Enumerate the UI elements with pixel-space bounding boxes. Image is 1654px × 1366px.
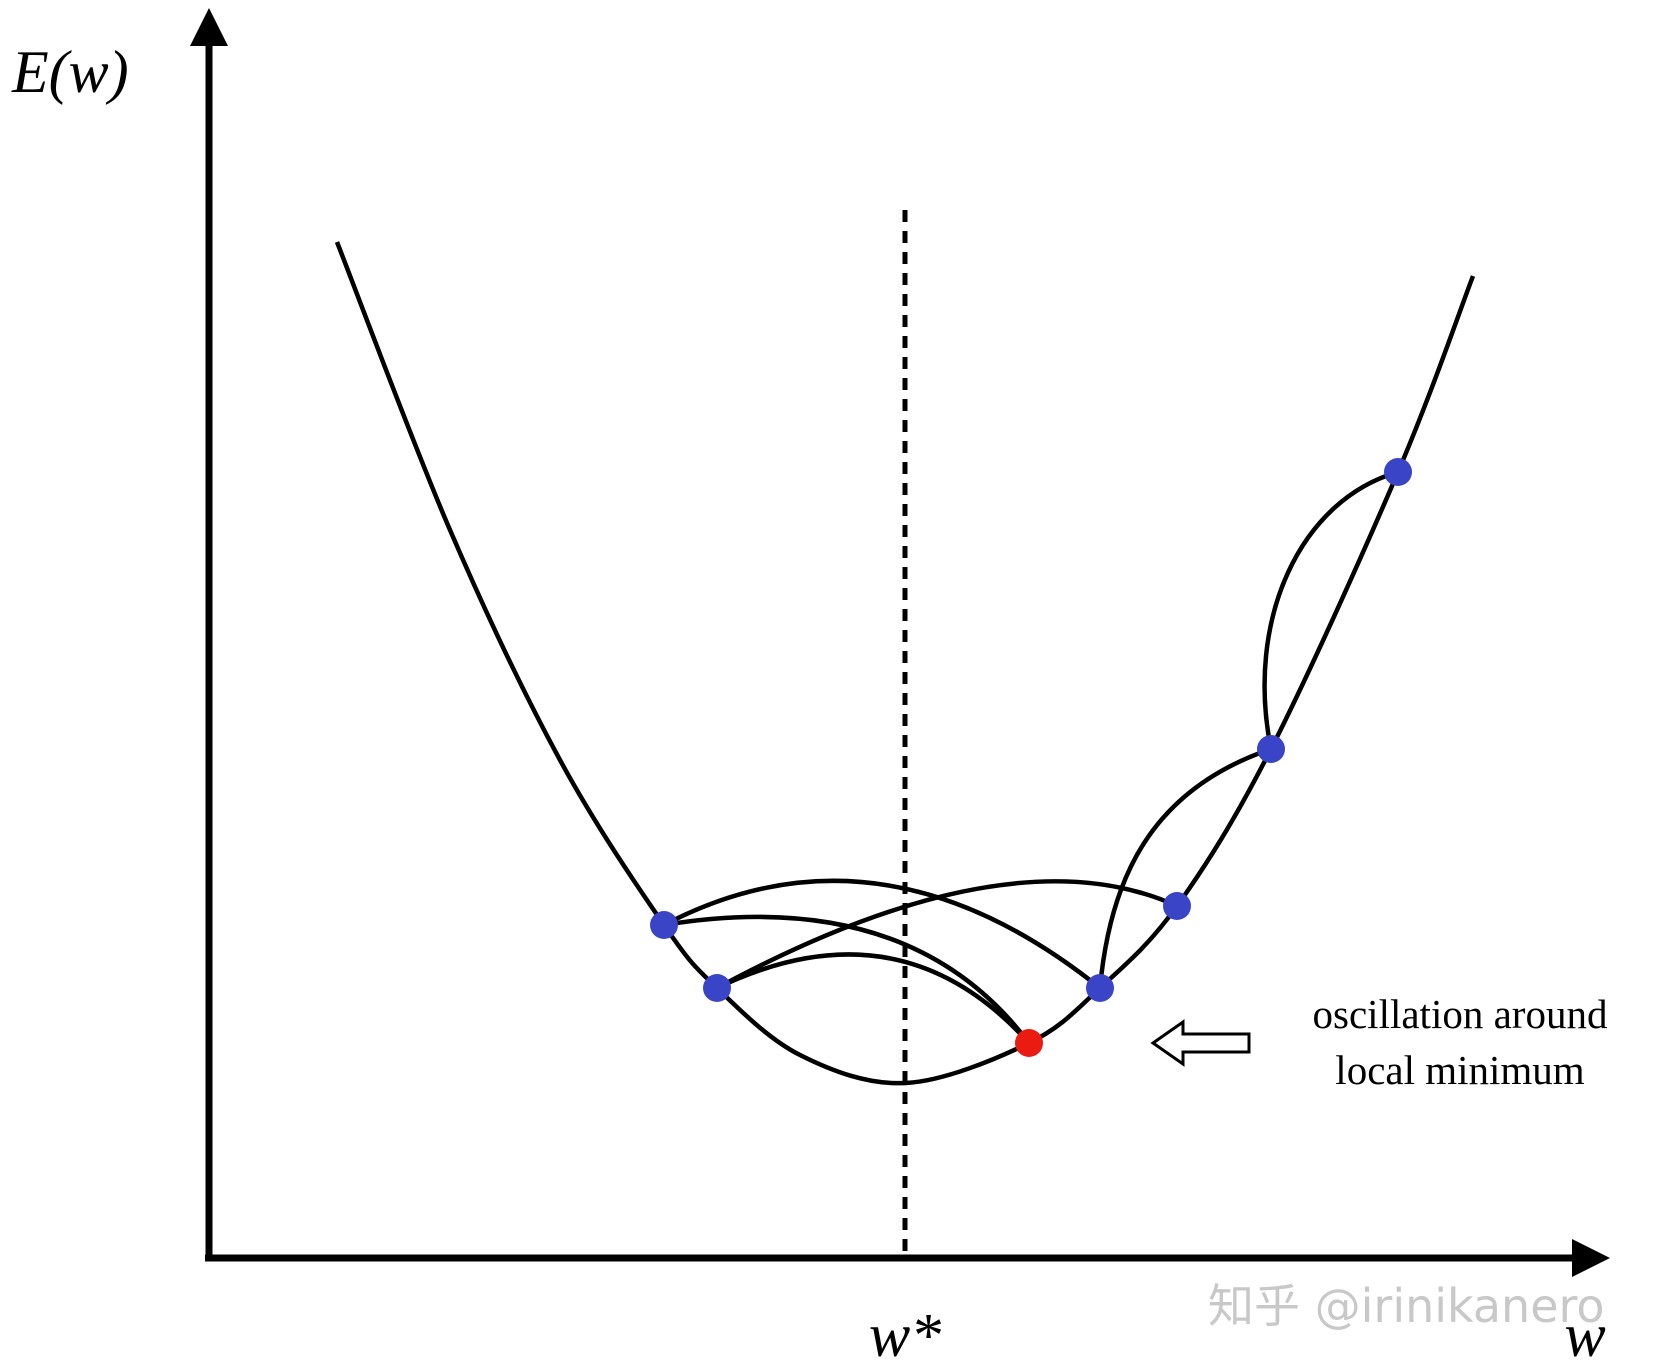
step-arc [1097,746,1272,989]
y-axis-label: E(w) [11,39,129,105]
step-point [650,911,678,939]
step-point [1384,458,1412,486]
annotation-line: oscillation around [1313,991,1608,1037]
step-arc [662,878,1102,990]
annotation-line: local minimum [1335,1047,1584,1093]
step-point [1163,892,1191,920]
y-axis-arrow [190,8,228,46]
step-point [1086,974,1114,1002]
x-axis-label: w [1564,1302,1605,1366]
loss-curve [334,241,1476,1086]
step-point [1257,735,1285,763]
step-arc [663,914,1031,1045]
watermark: 知乎 @irinikanero [1208,1279,1605,1333]
current-point [1015,1029,1043,1057]
x-axis-arrow [1572,1239,1610,1277]
step-arcs [662,469,1399,1045]
step-arc [716,952,1031,1045]
step-arc [715,879,1178,990]
step-point [703,974,731,1002]
optimum-label: w* [869,1302,941,1366]
step-arc [1262,469,1399,750]
annotation-arrow [1150,1019,1251,1067]
step-points [650,458,1412,1002]
